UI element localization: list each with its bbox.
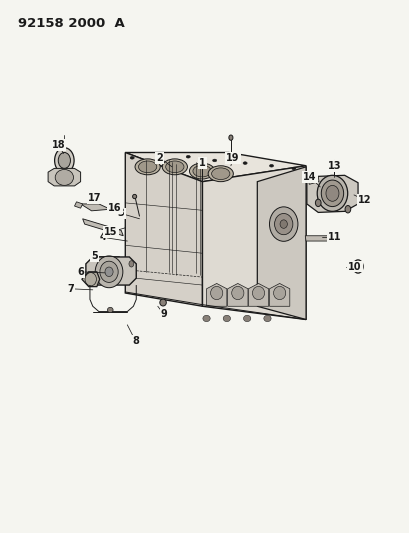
Text: 16: 16 bbox=[108, 203, 122, 213]
Ellipse shape bbox=[189, 163, 215, 179]
Text: 1: 1 bbox=[199, 158, 206, 168]
Text: 6: 6 bbox=[77, 267, 84, 277]
Ellipse shape bbox=[200, 162, 204, 166]
Polygon shape bbox=[305, 236, 331, 241]
Ellipse shape bbox=[55, 169, 74, 185]
Ellipse shape bbox=[162, 159, 187, 175]
Text: 5: 5 bbox=[92, 251, 98, 261]
Ellipse shape bbox=[353, 260, 363, 273]
Polygon shape bbox=[207, 284, 227, 306]
Polygon shape bbox=[83, 219, 123, 236]
Ellipse shape bbox=[108, 308, 113, 313]
Polygon shape bbox=[125, 152, 306, 182]
Text: 92158 2000  A: 92158 2000 A bbox=[18, 17, 124, 30]
Text: 11: 11 bbox=[328, 232, 341, 243]
Ellipse shape bbox=[223, 316, 231, 321]
Ellipse shape bbox=[326, 185, 339, 201]
Ellipse shape bbox=[355, 263, 361, 270]
Ellipse shape bbox=[95, 256, 123, 288]
Ellipse shape bbox=[55, 148, 74, 173]
Text: 14: 14 bbox=[303, 172, 317, 182]
Ellipse shape bbox=[229, 135, 233, 140]
Polygon shape bbox=[308, 176, 319, 184]
Ellipse shape bbox=[133, 195, 137, 199]
Polygon shape bbox=[202, 166, 306, 319]
Text: 18: 18 bbox=[52, 140, 65, 150]
Polygon shape bbox=[270, 284, 290, 306]
Ellipse shape bbox=[243, 162, 247, 165]
Ellipse shape bbox=[135, 159, 160, 175]
Ellipse shape bbox=[345, 206, 351, 213]
Ellipse shape bbox=[211, 168, 230, 180]
Ellipse shape bbox=[84, 275, 89, 281]
Ellipse shape bbox=[274, 214, 293, 235]
Ellipse shape bbox=[274, 286, 286, 300]
Ellipse shape bbox=[315, 199, 321, 207]
Ellipse shape bbox=[232, 286, 244, 300]
Ellipse shape bbox=[292, 167, 296, 169]
Text: 8: 8 bbox=[132, 336, 139, 346]
Text: 9: 9 bbox=[160, 309, 167, 319]
Ellipse shape bbox=[213, 159, 217, 162]
Text: 3: 3 bbox=[118, 208, 125, 219]
Polygon shape bbox=[81, 204, 110, 211]
Ellipse shape bbox=[186, 156, 190, 158]
Ellipse shape bbox=[332, 160, 337, 166]
Ellipse shape bbox=[166, 161, 184, 173]
Polygon shape bbox=[257, 167, 306, 319]
Ellipse shape bbox=[58, 152, 70, 168]
Ellipse shape bbox=[203, 316, 210, 321]
Text: 7: 7 bbox=[67, 284, 74, 294]
Ellipse shape bbox=[158, 154, 162, 157]
Text: 17: 17 bbox=[88, 192, 101, 203]
Polygon shape bbox=[74, 202, 83, 208]
Ellipse shape bbox=[105, 267, 113, 277]
Polygon shape bbox=[248, 284, 269, 306]
Ellipse shape bbox=[270, 165, 274, 167]
Ellipse shape bbox=[211, 286, 223, 300]
Ellipse shape bbox=[243, 316, 251, 321]
Text: 2: 2 bbox=[156, 153, 163, 163]
Ellipse shape bbox=[280, 220, 288, 228]
Ellipse shape bbox=[130, 157, 134, 159]
Text: 12: 12 bbox=[358, 195, 372, 205]
Ellipse shape bbox=[193, 165, 211, 177]
Polygon shape bbox=[86, 257, 136, 285]
Polygon shape bbox=[48, 168, 81, 186]
Ellipse shape bbox=[129, 261, 134, 267]
Text: 15: 15 bbox=[104, 227, 118, 237]
Polygon shape bbox=[307, 175, 358, 213]
Ellipse shape bbox=[264, 316, 271, 321]
Polygon shape bbox=[125, 152, 202, 306]
Polygon shape bbox=[228, 284, 248, 306]
Ellipse shape bbox=[100, 261, 118, 282]
Ellipse shape bbox=[252, 286, 265, 300]
Ellipse shape bbox=[317, 175, 348, 212]
Ellipse shape bbox=[270, 207, 298, 241]
Text: 10: 10 bbox=[348, 262, 362, 271]
Ellipse shape bbox=[139, 161, 157, 173]
Text: 4: 4 bbox=[99, 232, 106, 243]
Text: 19: 19 bbox=[226, 153, 240, 163]
Ellipse shape bbox=[208, 166, 234, 182]
Polygon shape bbox=[82, 272, 100, 287]
Ellipse shape bbox=[321, 180, 344, 207]
Text: 13: 13 bbox=[328, 161, 341, 171]
Ellipse shape bbox=[160, 299, 166, 306]
